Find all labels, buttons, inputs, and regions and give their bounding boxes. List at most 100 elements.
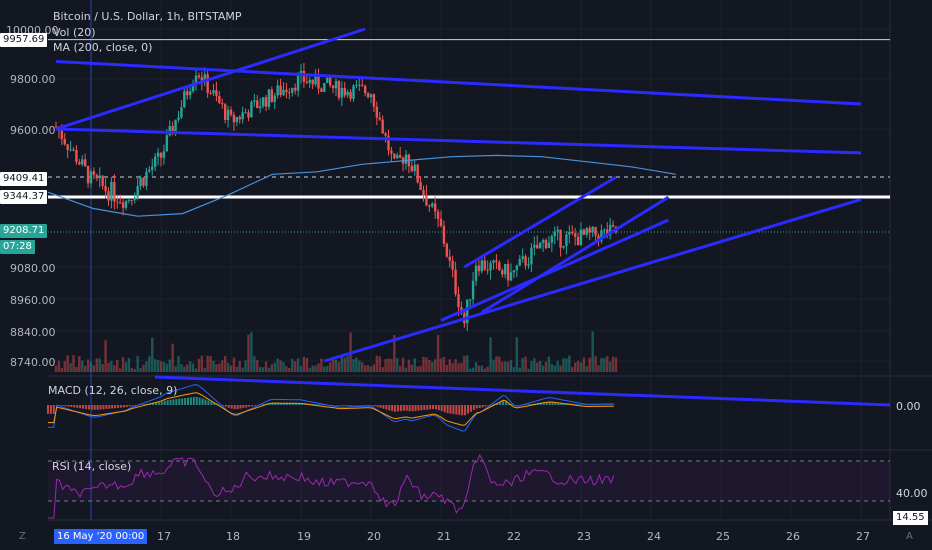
volume-bar: [267, 367, 271, 372]
candle-body: [258, 106, 262, 108]
volume-bar: [253, 356, 256, 372]
macd-histogram-bar: [583, 404, 586, 406]
volume-bar: [384, 359, 387, 372]
volume-bar: [311, 365, 314, 372]
volume-bar: [104, 340, 107, 372]
macd-histogram-bar: [467, 405, 469, 414]
macd-legend[interactable]: MACD (12, 26, close, 9): [48, 384, 178, 397]
volume-bar: [113, 365, 116, 372]
volume-bar: [466, 355, 469, 372]
volume-bar: [559, 365, 562, 372]
macd-histogram-bar: [64, 405, 67, 407]
candle-body: [556, 229, 559, 232]
candle-body: [110, 181, 113, 201]
candle-body: [466, 299, 469, 324]
macd-histogram-bar: [528, 404, 531, 405]
volume-bar: [541, 365, 545, 372]
macd-histogram-bar: [324, 404, 327, 406]
macd-trend-line: [154, 375, 891, 407]
volume-bar: [299, 365, 303, 372]
candle-body: [285, 89, 288, 93]
auto-scale-button[interactable]: A: [906, 531, 913, 542]
macd-histogram-bar: [111, 405, 114, 409]
macd-histogram-bar: [402, 405, 405, 411]
candle-body: [145, 171, 148, 186]
candle-body: [203, 74, 206, 83]
volume-bar: [83, 365, 87, 372]
candle-body: [468, 299, 472, 301]
macd-histogram-bar: [475, 405, 478, 409]
candle-body: [413, 164, 416, 172]
vol-legend[interactable]: Vol (20): [53, 26, 96, 39]
candle-body: [451, 260, 454, 270]
macd-histogram-bar: [47, 405, 49, 414]
macd-histogram-bar: [154, 402, 157, 405]
volume-bar: [215, 364, 218, 372]
trend-line: [323, 197, 862, 363]
volume-bar: [174, 366, 177, 372]
macd-histogram-bar: [510, 404, 513, 405]
candle-body: [124, 200, 128, 208]
candle-body: [186, 91, 189, 96]
price-tick: 8740.00: [10, 356, 56, 369]
candle-body: [261, 97, 265, 107]
volume-bar: [401, 357, 405, 372]
macd-histogram-bar: [531, 403, 534, 405]
volume-bar: [116, 359, 119, 372]
macd-histogram-bar: [548, 402, 551, 405]
volume-bar: [375, 355, 379, 372]
macd-histogram-bar: [440, 405, 443, 412]
volume-bar: [241, 367, 244, 372]
macd-histogram-bar: [607, 404, 609, 406]
volume-bar: [264, 361, 268, 372]
time-tick: 27: [856, 530, 870, 543]
ma-200-line: [47, 154, 677, 217]
candle-body: [454, 269, 457, 294]
volume-bar: [454, 359, 457, 372]
macd-histogram-bar: [432, 405, 434, 410]
candle-body: [390, 150, 393, 154]
macd-histogram-bar: [251, 405, 254, 407]
macd-histogram-bar: [554, 402, 557, 405]
candle-body: [256, 100, 259, 108]
candle-body: [483, 260, 486, 270]
candle-body: [223, 104, 227, 120]
rsi-legend[interactable]: RSI (14, close): [52, 460, 132, 473]
time-tick: 26: [786, 530, 800, 543]
volume-bar: [279, 360, 282, 372]
macd-histogram-bar: [227, 405, 230, 408]
macd-histogram-bar: [411, 405, 414, 412]
volume-bars: [54, 331, 618, 372]
candle-body: [448, 256, 451, 261]
volume-bar: [556, 360, 559, 372]
volume-bar: [72, 355, 75, 372]
candle-body: [279, 85, 282, 96]
ma-legend[interactable]: MA (200, close, 0): [53, 41, 153, 54]
trend-lines[interactable]: [55, 27, 891, 407]
volume-bar: [285, 366, 288, 372]
volume-bar: [232, 357, 236, 372]
candle-body: [588, 228, 591, 233]
timezone-button[interactable]: Z: [19, 531, 26, 542]
volume-bar: [393, 335, 396, 372]
candle-body: [270, 89, 274, 102]
macd-histogram-bar: [601, 404, 604, 406]
volume-bar: [600, 358, 603, 372]
volume-bar: [573, 362, 577, 372]
macd-histogram-bar: [452, 405, 455, 415]
volume-bar: [576, 360, 580, 372]
symbol-title: Bitcoin / U.S. Dollar, 1h, BITSTAMP: [53, 10, 242, 23]
macd-histogram-bar: [443, 405, 446, 413]
candle-body: [366, 93, 370, 98]
ma-line: [47, 154, 677, 217]
rsi-low-tag: 14.55: [893, 511, 928, 525]
macd-histogram-bar: [99, 405, 102, 410]
macd-histogram-bar: [166, 400, 169, 405]
volume-bar: [203, 367, 206, 372]
candle-body: [538, 242, 542, 249]
candle-body: [151, 166, 154, 170]
macd-histogram-bar: [76, 405, 79, 408]
candle-body: [503, 264, 507, 275]
volume-bar: [536, 362, 539, 372]
